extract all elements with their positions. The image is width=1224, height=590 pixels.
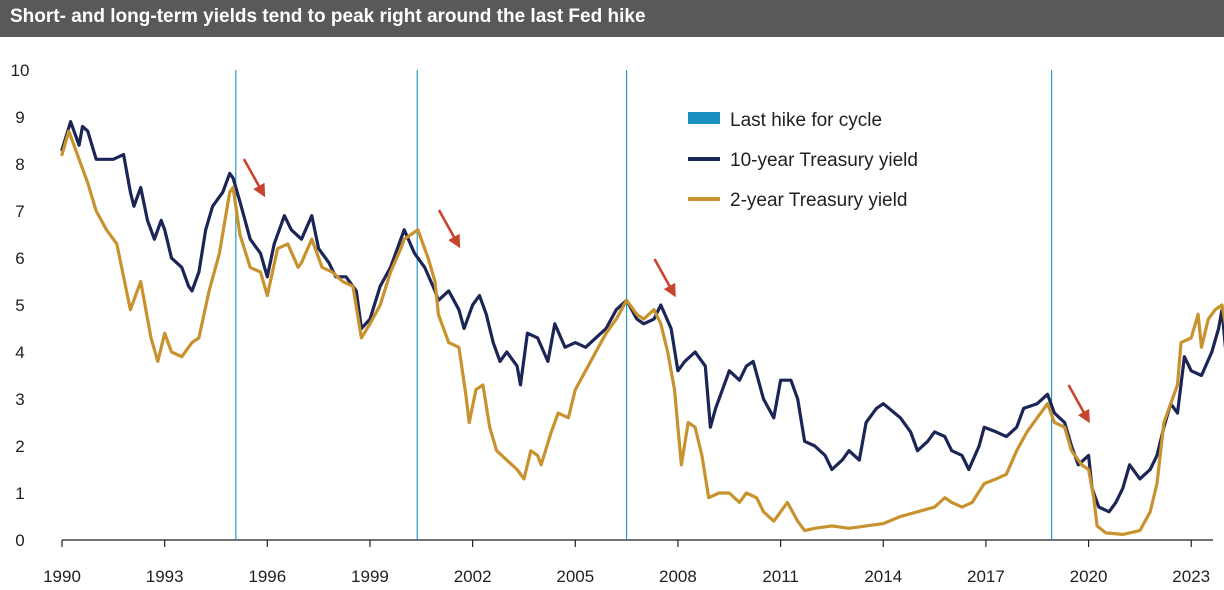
x-tick-label: 1993: [146, 567, 184, 586]
y-tick-label: 9: [15, 108, 24, 127]
x-tick-label: 1990: [43, 567, 81, 586]
last-hike-lines: [235, 70, 1053, 540]
x-tick-label: 2011: [762, 567, 799, 586]
y-tick-label: 6: [15, 249, 24, 268]
yield-chart: 1990 1993 1996 1999 2002 2005 2008 2011 2014 2017…: [11, 61, 1224, 586]
peak-arrow: [653, 258, 676, 298]
x-tick-label: 2023: [1172, 567, 1210, 586]
x-tick-label: 2005: [556, 567, 594, 586]
x-tick-label: 1996: [248, 567, 286, 586]
y-tick-label: 8: [15, 155, 24, 174]
axes: 1990 1993 1996 1999 2002 2005 2008 2011 2014 2017…: [11, 61, 1213, 586]
legend-swatch-last-hike: [688, 112, 720, 124]
y-tick-label: 3: [15, 390, 24, 409]
chart-title: Short- and long-term yields tend to peak…: [10, 6, 646, 27]
y-tick-label: 4: [15, 343, 24, 362]
y-tick-label: 1: [15, 484, 24, 503]
x-tick-label: 1999: [351, 567, 389, 586]
peak-arrow: [242, 158, 266, 198]
x-tick-label: 2017: [967, 567, 1005, 586]
10-year-treasury-yield-line: [60, 120, 1224, 514]
x-tick-label: 2008: [659, 567, 697, 586]
2-year-treasury-yield-line: [60, 129, 1224, 536]
y-tick-label: 2: [15, 437, 24, 456]
peak-arrow: [437, 209, 461, 249]
legend-label: 10-year Treasury yield: [730, 150, 918, 171]
x-tick-label: 2014: [864, 567, 902, 586]
x-tick-label: 2002: [454, 567, 492, 586]
series-lines: [60, 120, 1224, 536]
peak-arrows: [242, 158, 1090, 424]
x-tick-label: 2020: [1070, 567, 1108, 586]
y-tick-label: 10: [11, 61, 30, 80]
y-tick-label: 5: [15, 296, 24, 315]
peak-arrow: [1067, 384, 1090, 424]
legend-label: Last hike for cycle: [730, 110, 882, 131]
legend: Last hike for cycle 10-year Treasury yiel…: [688, 110, 918, 211]
title-bar: Short- and long-term yields tend to peak…: [0, 0, 1224, 37]
y-tick-label: 7: [15, 202, 24, 221]
y-tick-label: 0: [15, 531, 24, 550]
legend-label: 2-year Treasury yield: [730, 190, 907, 211]
